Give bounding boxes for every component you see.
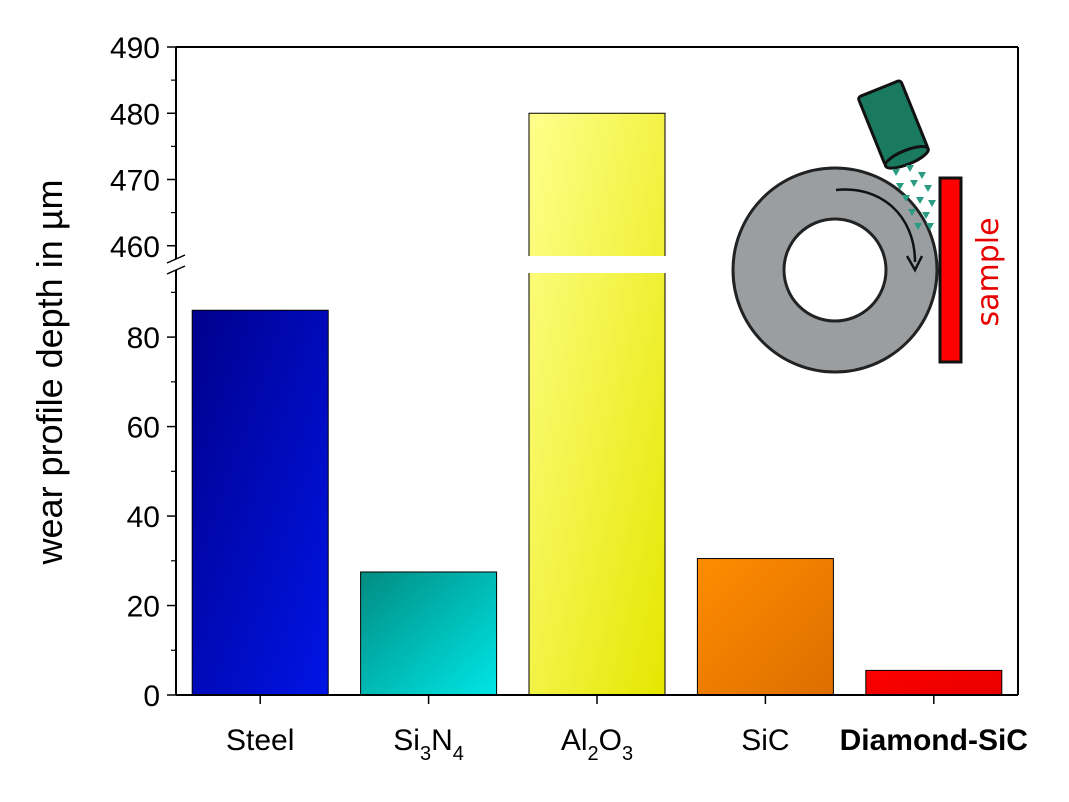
- axis-break-gap: [527, 256, 667, 273]
- category-label-text: Si: [393, 724, 420, 757]
- abrasive-particle: [922, 212, 930, 219]
- abrasive-particle: [906, 165, 914, 172]
- category-subscript: 4: [453, 743, 464, 765]
- axis-break-mark: [166, 265, 186, 275]
- abrasive-particle: [892, 169, 900, 176]
- category-label-text: N: [431, 724, 453, 757]
- abrasive-particle: [926, 223, 934, 230]
- nozzle: [857, 79, 930, 170]
- y-tick-label: 20: [127, 591, 160, 624]
- rotation-arrow: [835, 188, 917, 263]
- rotation-arrowhead: [905, 255, 924, 273]
- category-label-text: SiC: [741, 724, 789, 757]
- category-subscript: 3: [622, 743, 633, 765]
- bars-group: [191, 112, 1003, 696]
- y-tick-label: 80: [127, 322, 160, 355]
- category-label-text: Steel: [226, 724, 294, 757]
- abrasive-particle: [916, 197, 924, 204]
- category-label: Diamond-SiC: [840, 724, 1028, 757]
- y-tick-label: 0: [143, 680, 160, 713]
- y-axis-title: wear profile depth in µm: [29, 180, 70, 566]
- category-label-text: O: [599, 724, 622, 757]
- bar: [865, 669, 1003, 696]
- abrasive-particle: [928, 200, 936, 207]
- inset-diagram: sample: [731, 79, 1006, 374]
- axis-break-mark: [166, 254, 186, 264]
- axes-group: Steel Si3N4 Al2O3 SiC Diamond-SiC02040608046…: [110, 32, 1028, 765]
- sample-label: sample: [971, 217, 1006, 326]
- abrasive-particle: [918, 172, 926, 179]
- abrasive-particle: [914, 223, 922, 230]
- category-label: Al2O3: [561, 724, 633, 765]
- y-tick-label: 490: [110, 32, 160, 65]
- bar: [360, 571, 498, 696]
- abrasive-particle: [910, 180, 918, 187]
- abrasive-particle: [902, 195, 910, 202]
- y-tick-label: 40: [127, 501, 160, 534]
- abrasive-particle: [924, 185, 932, 192]
- category-label-text: Diamond-SiC: [840, 724, 1028, 757]
- category-label: SiC: [741, 724, 789, 757]
- sample-block: [938, 176, 963, 364]
- nozzle-opening: [883, 145, 930, 170]
- y-tick-label: 470: [110, 165, 160, 198]
- bar: [528, 112, 666, 696]
- category-label: Si3N4: [393, 724, 464, 765]
- bar: [696, 558, 834, 696]
- wheel-hole: [782, 217, 888, 323]
- y-tick-label: 480: [110, 98, 160, 131]
- y-tick-label: 460: [110, 231, 160, 264]
- category-label: Steel: [226, 724, 294, 757]
- category-subscript: 2: [588, 743, 599, 765]
- abrasive-particle: [896, 183, 904, 190]
- bar: [191, 309, 329, 696]
- abrasive-particle: [908, 209, 916, 216]
- y-tick-label: 60: [127, 412, 160, 445]
- category-subscript: 3: [420, 743, 431, 765]
- category-label-text: Al: [561, 724, 588, 757]
